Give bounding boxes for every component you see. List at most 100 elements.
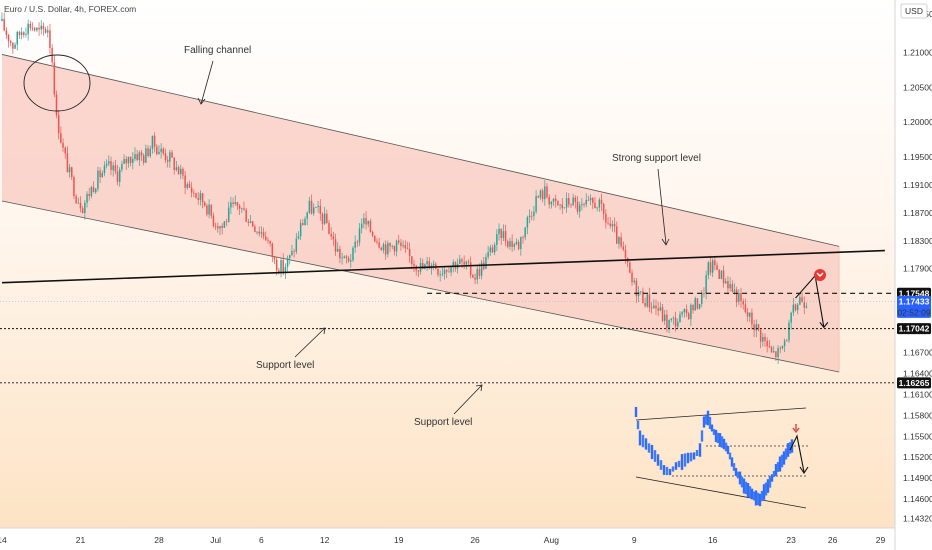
candle[interactable] <box>572 193 574 206</box>
candle[interactable] <box>548 194 550 209</box>
candle[interactable] <box>236 201 239 210</box>
candle[interactable] <box>343 255 346 259</box>
candle[interactable] <box>528 209 531 224</box>
candle[interactable] <box>125 156 128 170</box>
level-price-tag[interactable]: 1.16265 <box>897 377 931 389</box>
candle[interactable] <box>267 237 269 244</box>
candle[interactable] <box>186 182 189 190</box>
candle[interactable] <box>487 245 489 260</box>
candle[interactable] <box>515 238 518 246</box>
candle[interactable] <box>679 311 681 323</box>
candle[interactable] <box>672 316 675 325</box>
candle[interactable] <box>663 309 666 325</box>
candle[interactable] <box>164 148 167 163</box>
candle[interactable] <box>363 213 365 229</box>
candle[interactable] <box>408 242 411 263</box>
candle[interactable] <box>23 31 25 38</box>
candle[interactable] <box>563 207 566 209</box>
candle[interactable] <box>764 333 766 347</box>
candle[interactable] <box>173 157 175 175</box>
candle[interactable] <box>77 197 80 204</box>
candle[interactable] <box>735 286 738 308</box>
candle[interactable] <box>696 297 699 310</box>
candle[interactable] <box>587 195 590 201</box>
candle[interactable] <box>432 260 435 271</box>
candle[interactable] <box>29 21 32 31</box>
candle[interactable] <box>12 42 14 54</box>
candle[interactable] <box>744 298 747 314</box>
candle[interactable] <box>799 292 801 306</box>
candle[interactable] <box>208 199 210 219</box>
candle[interactable] <box>439 270 441 282</box>
candle[interactable] <box>474 273 476 285</box>
candle[interactable] <box>5 26 8 40</box>
candle[interactable] <box>243 201 245 212</box>
candle[interactable] <box>101 170 104 178</box>
candle[interactable] <box>382 242 385 254</box>
candle[interactable] <box>677 318 679 329</box>
candle[interactable] <box>138 150 141 167</box>
candle[interactable] <box>607 217 609 225</box>
candle[interactable] <box>193 189 195 198</box>
candle[interactable] <box>507 239 509 249</box>
candle[interactable] <box>467 259 470 266</box>
candle[interactable] <box>199 190 202 206</box>
candle[interactable] <box>714 255 716 271</box>
candle[interactable] <box>297 231 300 240</box>
candle[interactable] <box>472 274 474 279</box>
candle[interactable] <box>779 346 782 354</box>
candle[interactable] <box>611 220 614 232</box>
candle[interactable] <box>476 264 478 285</box>
candle[interactable] <box>271 242 274 263</box>
candle[interactable] <box>653 299 655 309</box>
candle[interactable] <box>44 26 47 34</box>
candle[interactable] <box>190 182 193 198</box>
candle[interactable] <box>657 301 659 317</box>
candle[interactable] <box>227 201 230 223</box>
candle[interactable] <box>670 318 673 323</box>
candle[interactable] <box>629 261 631 274</box>
candle[interactable] <box>554 194 557 208</box>
candle[interactable] <box>775 351 777 361</box>
candle[interactable] <box>90 185 93 199</box>
candle[interactable] <box>40 20 42 35</box>
candle[interactable] <box>559 203 561 210</box>
candle[interactable] <box>197 191 199 205</box>
candle[interactable] <box>524 226 526 241</box>
candle[interactable] <box>345 254 348 264</box>
candle[interactable] <box>376 238 378 245</box>
candle[interactable] <box>731 280 734 293</box>
candle[interactable] <box>365 211 367 230</box>
candle[interactable] <box>110 156 112 176</box>
candle[interactable] <box>142 153 145 166</box>
candle[interactable] <box>306 211 308 226</box>
candle[interactable] <box>16 30 19 51</box>
candle[interactable] <box>64 146 66 159</box>
candle[interactable] <box>539 189 542 200</box>
candle[interactable] <box>498 223 500 241</box>
candle[interactable] <box>568 192 570 208</box>
candle[interactable] <box>273 256 276 265</box>
candle[interactable] <box>269 240 271 247</box>
candle[interactable] <box>581 198 583 211</box>
candle[interactable] <box>400 238 402 252</box>
candle[interactable] <box>618 236 620 249</box>
candle[interactable] <box>53 55 56 98</box>
candle[interactable] <box>262 227 265 240</box>
candle[interactable] <box>42 22 45 36</box>
candle[interactable] <box>73 175 75 200</box>
candle[interactable] <box>522 235 524 244</box>
candle[interactable] <box>371 230 374 238</box>
candle[interactable] <box>352 245 354 263</box>
candle[interactable] <box>182 167 184 180</box>
candle[interactable] <box>68 163 71 178</box>
candle[interactable] <box>217 222 219 233</box>
candle[interactable] <box>480 259 483 280</box>
candle[interactable] <box>485 253 487 270</box>
candle[interactable] <box>245 207 247 222</box>
candle[interactable] <box>613 217 616 233</box>
candle[interactable] <box>801 292 803 303</box>
candle[interactable] <box>180 164 182 180</box>
candle[interactable] <box>602 202 605 221</box>
candle[interactable] <box>57 109 60 140</box>
